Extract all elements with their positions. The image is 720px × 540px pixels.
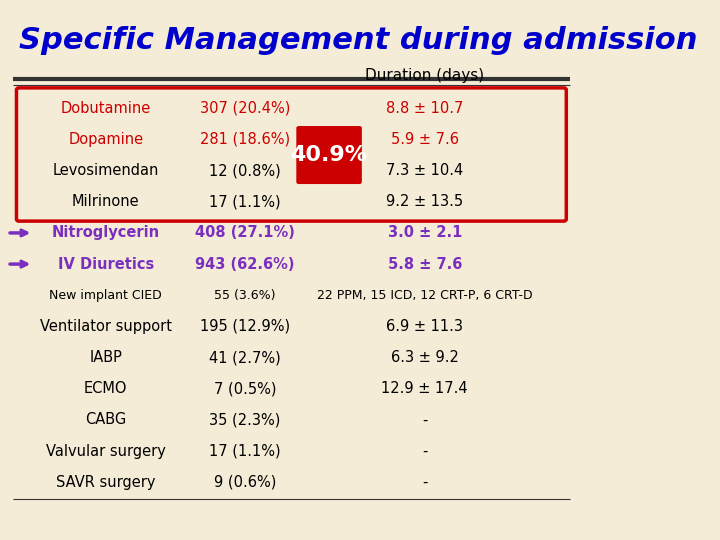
Text: 5.8 ± 7.6: 5.8 ± 7.6 bbox=[387, 256, 462, 272]
Text: Ventilator support: Ventilator support bbox=[40, 319, 172, 334]
Text: -: - bbox=[422, 413, 428, 427]
Text: 17 (1.1%): 17 (1.1%) bbox=[210, 194, 281, 210]
Text: 40.9%: 40.9% bbox=[290, 145, 368, 165]
Text: 943 (62.6%): 943 (62.6%) bbox=[195, 256, 294, 272]
Text: Specific Management during admission: Specific Management during admission bbox=[19, 25, 697, 55]
Text: 12.9 ± 17.4: 12.9 ± 17.4 bbox=[382, 381, 468, 396]
Text: 6.3 ± 9.2: 6.3 ± 9.2 bbox=[391, 350, 459, 365]
Text: 8.8 ± 10.7: 8.8 ± 10.7 bbox=[386, 101, 464, 116]
Text: 7.3 ± 10.4: 7.3 ± 10.4 bbox=[386, 163, 464, 178]
Text: Milrinone: Milrinone bbox=[72, 194, 140, 210]
Text: 5.9 ± 7.6: 5.9 ± 7.6 bbox=[391, 132, 459, 147]
Text: New implant CIED: New implant CIED bbox=[50, 289, 162, 302]
Text: 22 PPM, 15 ICD, 12 CRT-P, 6 CRT-D: 22 PPM, 15 ICD, 12 CRT-P, 6 CRT-D bbox=[317, 289, 533, 302]
Text: -: - bbox=[422, 443, 428, 458]
Text: ECMO: ECMO bbox=[84, 381, 127, 396]
Text: 9.2 ± 13.5: 9.2 ± 13.5 bbox=[386, 194, 464, 210]
Text: 41 (2.7%): 41 (2.7%) bbox=[209, 350, 281, 365]
Text: Duration (days): Duration (days) bbox=[365, 68, 485, 83]
Text: 12 (0.8%): 12 (0.8%) bbox=[209, 163, 281, 178]
Text: 307 (20.4%): 307 (20.4%) bbox=[199, 101, 290, 116]
Text: 408 (27.1%): 408 (27.1%) bbox=[195, 225, 295, 240]
Text: Dopamine: Dopamine bbox=[68, 132, 143, 147]
Text: IV Diuretics: IV Diuretics bbox=[58, 256, 154, 272]
Text: 9 (0.6%): 9 (0.6%) bbox=[214, 475, 276, 490]
Text: IABP: IABP bbox=[89, 350, 122, 365]
Text: SAVR surgery: SAVR surgery bbox=[56, 475, 156, 490]
Text: Levosimendan: Levosimendan bbox=[53, 163, 159, 178]
Text: Nitroglycerin: Nitroglycerin bbox=[52, 225, 160, 240]
Text: 35 (2.3%): 35 (2.3%) bbox=[210, 413, 281, 427]
Text: -: - bbox=[422, 475, 428, 490]
Text: 55 (3.6%): 55 (3.6%) bbox=[215, 289, 276, 302]
Text: 17 (1.1%): 17 (1.1%) bbox=[210, 443, 281, 458]
FancyBboxPatch shape bbox=[297, 126, 362, 184]
Text: 6.9 ± 11.3: 6.9 ± 11.3 bbox=[386, 319, 463, 334]
Text: 3.0 ± 2.1: 3.0 ± 2.1 bbox=[387, 225, 462, 240]
Text: 281 (18.6%): 281 (18.6%) bbox=[200, 132, 290, 147]
Text: Dobutamine: Dobutamine bbox=[60, 101, 151, 116]
Text: CABG: CABG bbox=[85, 413, 127, 427]
Text: Valvular surgery: Valvular surgery bbox=[46, 443, 166, 458]
Text: 195 (12.9%): 195 (12.9%) bbox=[200, 319, 290, 334]
Text: 7 (0.5%): 7 (0.5%) bbox=[214, 381, 276, 396]
